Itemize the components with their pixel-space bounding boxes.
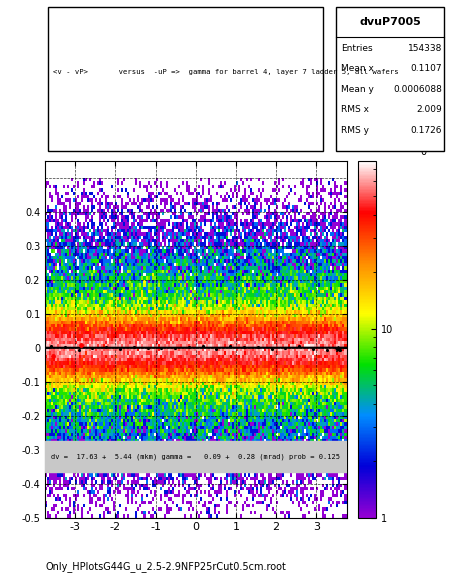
Text: Mean y: Mean y xyxy=(341,85,373,94)
Text: 0.0006088: 0.0006088 xyxy=(393,85,442,94)
Text: Entries: Entries xyxy=(341,44,373,53)
Text: 0.1726: 0.1726 xyxy=(411,126,442,135)
Text: Mean x: Mean x xyxy=(341,64,373,73)
Text: 2.009: 2.009 xyxy=(416,105,442,114)
Text: <v - vP>       versus  -uP =>  gamma for barrel 4, layer 7 ladder 5, all wafers: <v - vP> versus -uP => gamma for barrel … xyxy=(54,69,399,75)
Text: RMS x: RMS x xyxy=(341,105,369,114)
Text: 0.1107: 0.1107 xyxy=(410,64,442,73)
Text: dv =  17.63 +  5.44 (mkm) gamma =   0.09 +  0.28 (mrad) prob = 0.125: dv = 17.63 + 5.44 (mkm) gamma = 0.09 + 0… xyxy=(51,453,340,459)
Text: dvuP7005: dvuP7005 xyxy=(360,17,421,28)
Text: 0: 0 xyxy=(421,147,427,158)
Text: 154338: 154338 xyxy=(408,44,442,53)
FancyBboxPatch shape xyxy=(48,7,324,151)
FancyBboxPatch shape xyxy=(336,7,445,151)
Text: RMS y: RMS y xyxy=(341,126,369,135)
Text: Only_HPlotsG44G_u_2.5-2.9NFP25rCut0.5cm.root: Only_HPlotsG44G_u_2.5-2.9NFP25rCut0.5cm.… xyxy=(45,561,286,572)
Bar xyxy=(45,441,346,472)
